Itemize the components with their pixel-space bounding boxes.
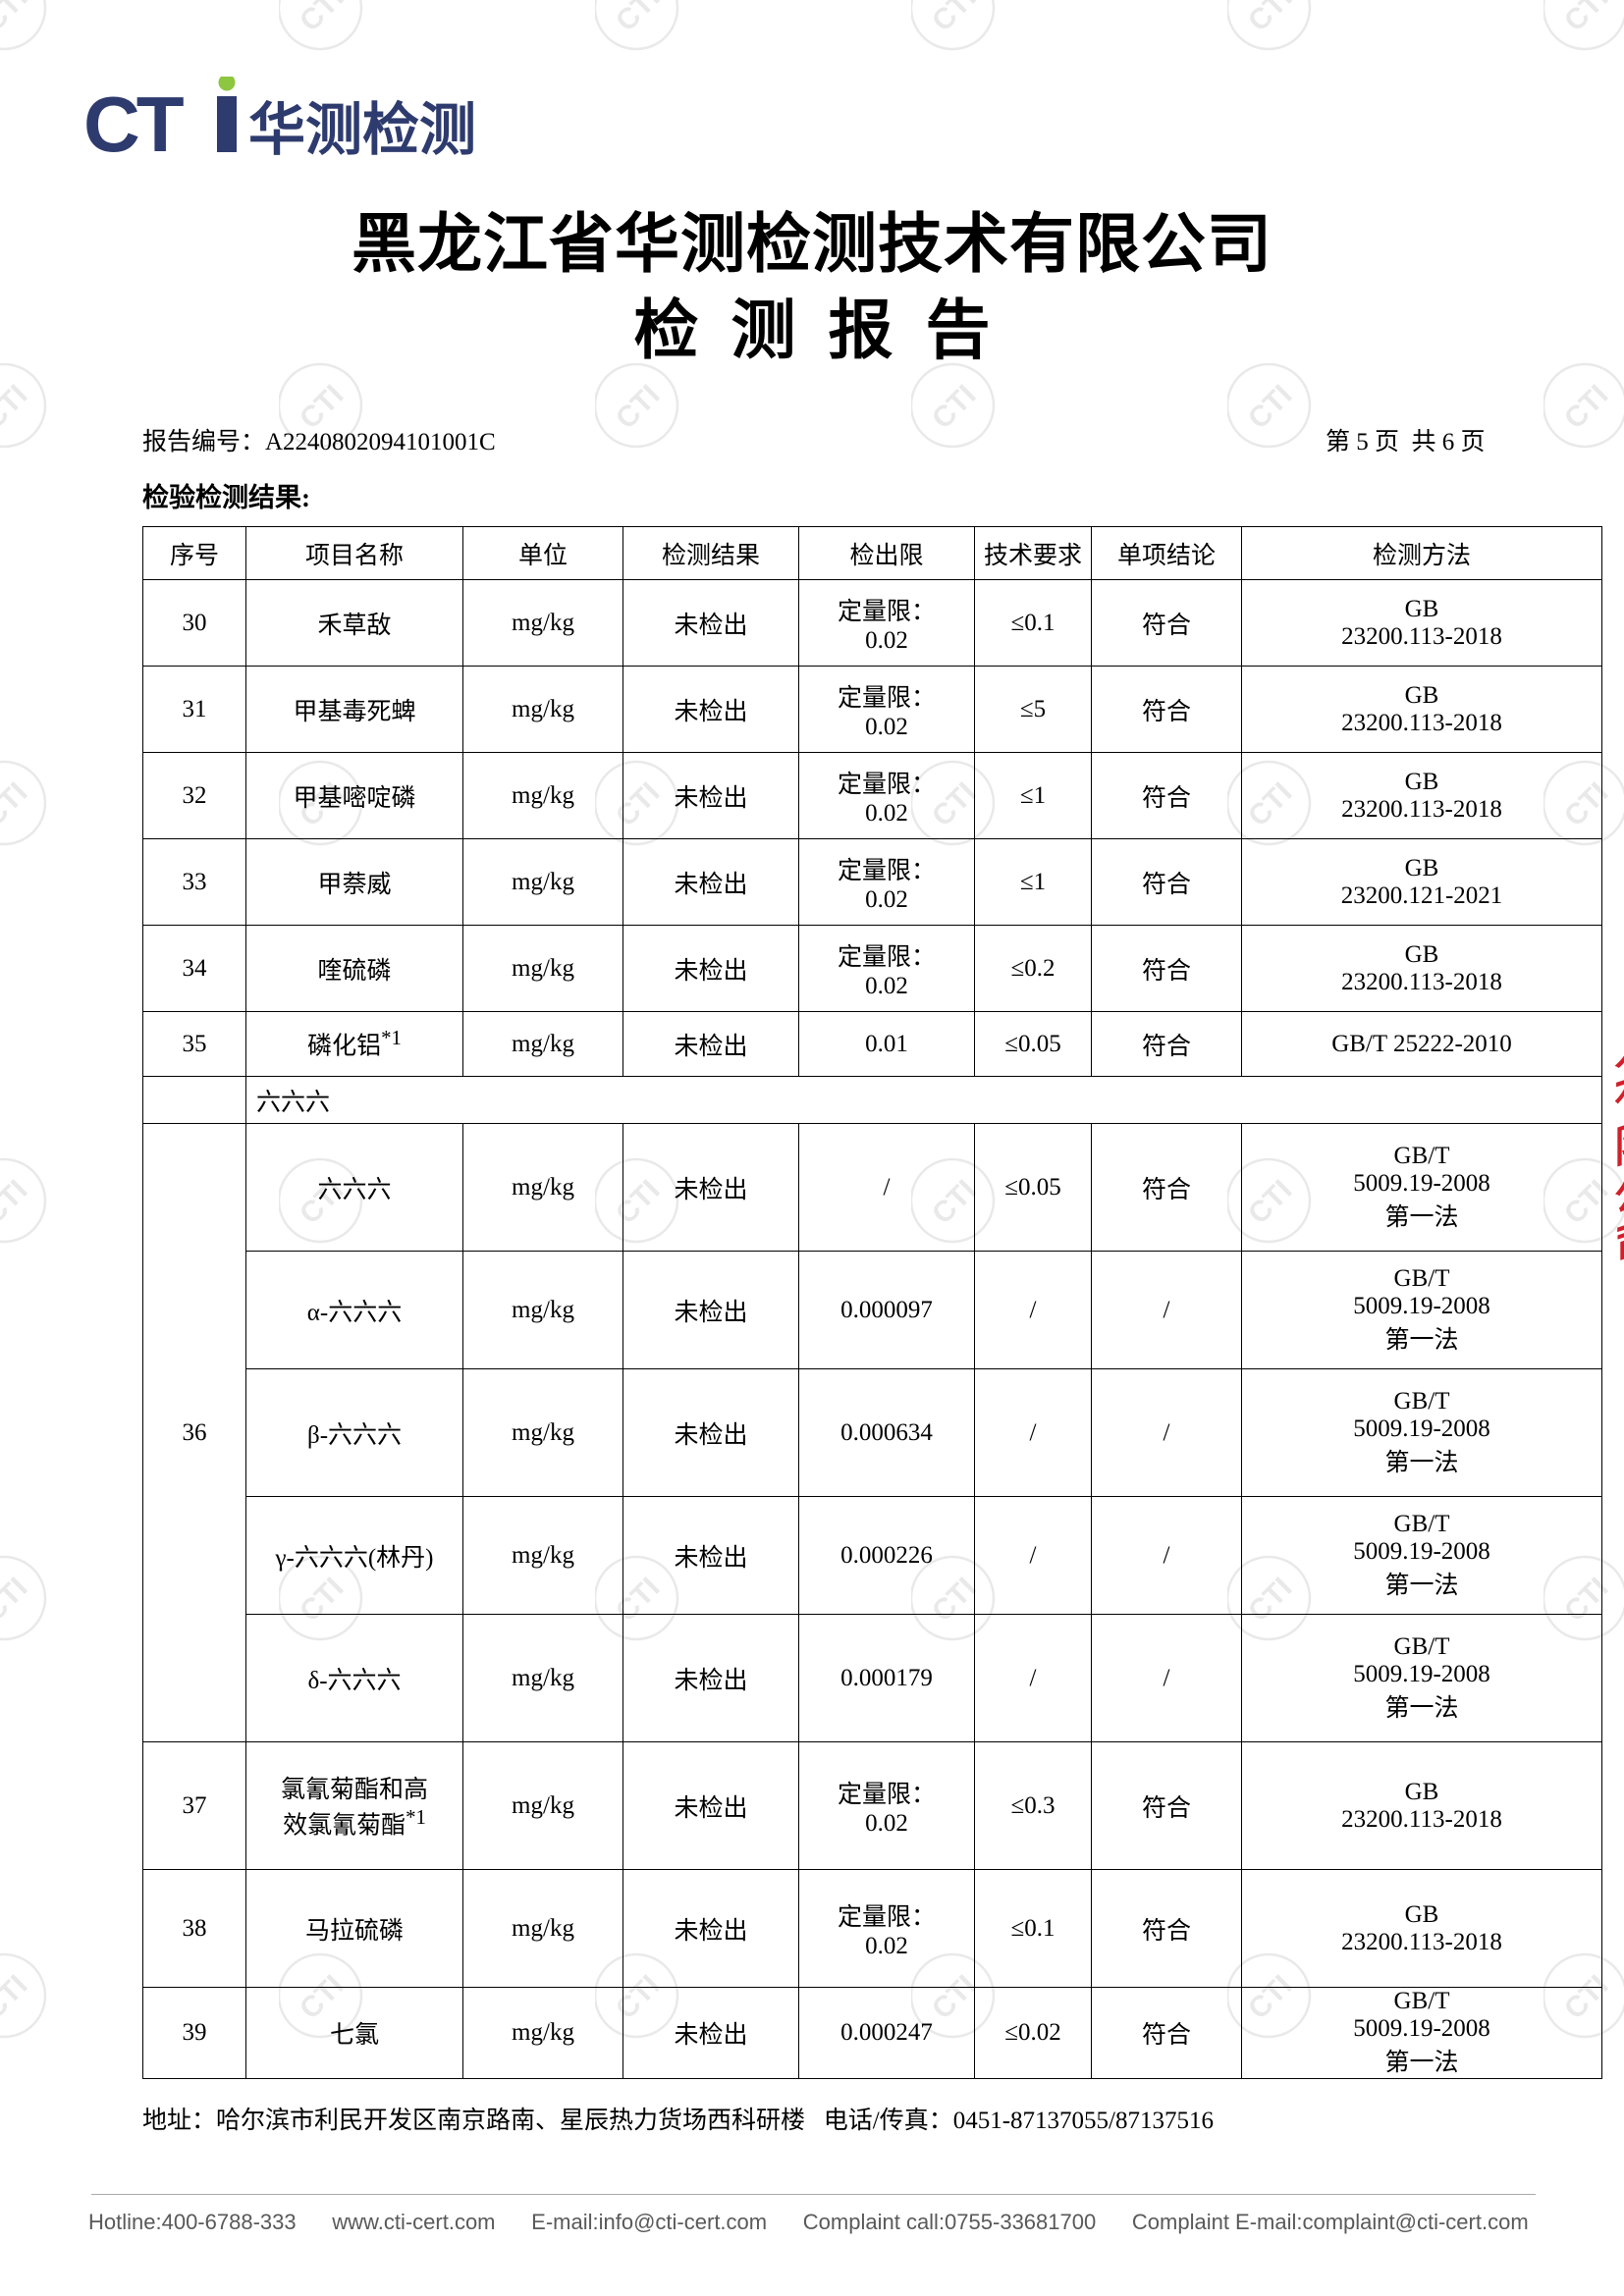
svg-text:华测检测: 华测检测 — [248, 98, 476, 162]
svg-text:CT: CT — [83, 80, 185, 168]
